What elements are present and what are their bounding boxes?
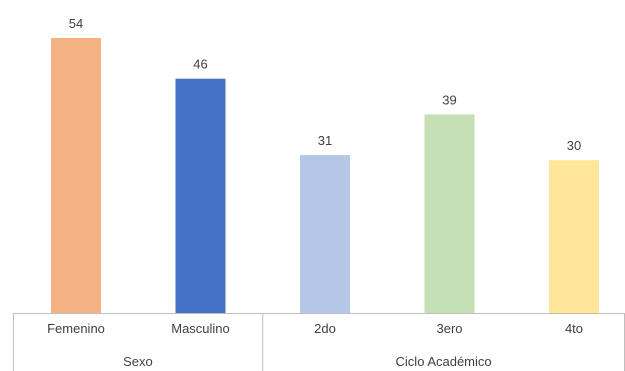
tick-label-2do: 2do bbox=[314, 321, 336, 336]
data-label-2do: 31 bbox=[318, 133, 332, 148]
group-label-ciclo-academico: Ciclo Académico bbox=[396, 354, 492, 369]
bar-femenino bbox=[51, 38, 101, 313]
data-label-masculino: 46 bbox=[193, 57, 207, 72]
group-label-sexo: Sexo bbox=[123, 354, 153, 369]
tick-labels-layer: Femenino Masculino 2do 3ero 4to bbox=[47, 321, 583, 336]
value-labels-layer: 54 46 31 39 30 bbox=[69, 16, 581, 153]
data-label-3ero: 39 bbox=[442, 92, 456, 107]
bar-masculino bbox=[175, 78, 226, 313]
bar-4to bbox=[549, 160, 599, 313]
bar-3ero bbox=[424, 114, 475, 314]
data-label-4to: 30 bbox=[567, 138, 581, 153]
data-label-femenino: 54 bbox=[69, 16, 83, 31]
bar-2do bbox=[300, 155, 350, 313]
tick-label-4to: 4to bbox=[565, 321, 583, 336]
tick-label-femenino: Femenino bbox=[47, 321, 105, 336]
tick-label-masculino: Masculino bbox=[171, 321, 230, 336]
group-labels-layer: Sexo Ciclo Académico bbox=[123, 354, 492, 369]
tick-label-3ero: 3ero bbox=[436, 321, 462, 336]
bars-layer bbox=[51, 38, 599, 314]
